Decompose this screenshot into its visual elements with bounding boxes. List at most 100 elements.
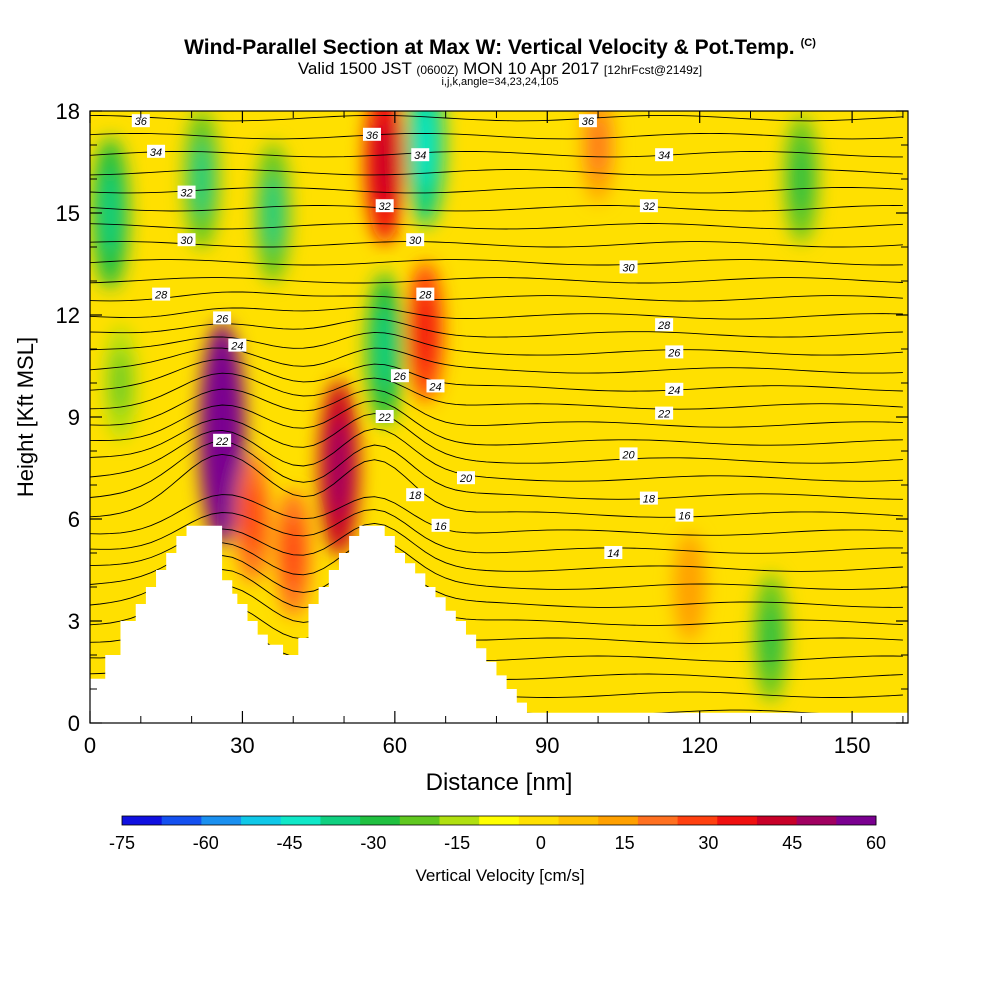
colorbar-swatch [518,816,560,825]
contour-label: 32 [375,199,394,213]
y-axis-label: Height [Kft MSL] [13,337,38,497]
contour-label-text: 16 [434,521,447,533]
colorbar-swatch [677,816,718,825]
contour-label-box [147,144,166,158]
contour-label-box [411,148,430,162]
contour-label-text: 30 [180,235,193,247]
x-axis-label: Distance [nm] [426,769,573,796]
contour-label: 34 [147,144,166,159]
contour-label-box [655,406,674,420]
colorbar-tick-label: -30 [360,833,386,853]
contour-label: 32 [639,199,658,213]
contour-label-box [665,382,684,396]
colorbar-swatch [161,816,202,825]
velocity-core [112,351,129,415]
theta-contour-line [90,372,903,410]
contour-label-box [619,447,638,461]
contour-label-text: 32 [379,201,391,213]
contour-label-box [375,199,394,213]
contour-label-text: 28 [418,290,432,302]
contour-label: 20 [619,447,638,461]
contour-label-box [655,318,674,332]
theta-contour-line [90,306,903,320]
contour-label: 30 [177,233,196,247]
valid-date: MON 10 Apr 2017 [463,59,600,78]
contour-label: 30 [619,260,638,274]
velocity-core [589,113,607,177]
theta-contour-line [90,555,903,608]
contour-label-text: 22 [215,436,228,448]
contour-label-box [177,185,196,199]
chart-subtitle: Valid 1500 JST (0600Z) MON 10 Apr 2017 [… [0,59,1000,79]
contour-label: 18 [406,488,425,502]
contour-label-box [228,338,247,352]
chart-title-text: Wind-Parallel Section at Max W: Vertical… [184,36,795,59]
contour-label-box [431,518,450,532]
colorbar-tick-label: -15 [444,833,470,853]
colorbar-tick-label: -60 [193,833,219,853]
theta-contour-line [90,241,903,248]
velocity-core [416,293,435,371]
y-tick-label: 9 [68,405,80,430]
theta-contour-line [90,291,903,302]
contour-label: 14 [604,546,623,560]
velocity-field [91,111,819,702]
contour-label-box [675,508,694,522]
colorbar-tick-label: 45 [782,833,802,853]
contour-label-box [131,114,150,128]
contour-label-text: 26 [215,313,229,325]
contour-label-text: 34 [150,147,162,159]
theta-contour-line [90,205,903,212]
contour-label-text: 32 [643,201,655,213]
theta-contour-line [90,331,903,356]
colorbar-swatch [598,816,639,825]
contour-label-box [213,311,232,325]
contour-label-text: 24 [230,341,243,353]
contour-label-text: 24 [667,385,680,397]
theta-contour-line [90,277,903,284]
colorbar-swatch [637,816,679,825]
contour-label-text: 28 [154,290,168,302]
contour-label: 24 [665,382,684,397]
contour-label-text: 36 [366,130,379,142]
contour-label-text: 20 [459,473,473,485]
valid-utc: (0600Z) [416,63,459,77]
contour-label: 36 [362,127,381,142]
contour-label-text: 30 [622,262,635,274]
colorbar-swatch [756,816,798,825]
colorbar-swatch [836,816,877,825]
contour-label: 24 [228,338,247,353]
theta-contour-line [90,347,903,374]
contour-label: 30 [406,233,425,247]
colorbar-label: Vertical Velocity [cm/s] [415,866,584,885]
colorbar-swatch [558,816,599,825]
y-tick-label: 18 [56,99,80,124]
colorbar-swatch [717,816,758,825]
colorbar-swatch [796,816,837,825]
contour-label-text: 34 [414,150,426,162]
theta-contour-line [90,413,903,464]
colorbar-tick-label: 60 [866,833,886,853]
y-tick-label: 3 [68,609,80,634]
contour-label-text: 14 [607,548,619,560]
contour-label-box [456,471,475,485]
contour-label-box [655,148,674,162]
contour-label: 16 [675,508,694,523]
velocity-core [264,174,282,252]
contour-label-text: 26 [393,371,407,383]
contour-label: 28 [416,287,435,302]
colorbar-frame [121,815,877,826]
contour-label-text: 36 [582,116,595,128]
contour-label-box [639,199,658,213]
contour-label-text: 26 [667,347,681,359]
forecast-info: [12hrFcst@2149z] [603,63,703,77]
theta-contour-line [90,169,903,176]
theta-contour-line [90,539,903,590]
velocity-core [681,557,698,617]
x-tick-label: 30 [230,733,254,758]
x-tick-label: 90 [535,733,559,758]
contour-label: 26 [213,311,232,325]
y-tick-label: 6 [68,507,80,532]
contour-label: 22 [213,433,232,448]
colorbar-tick-label: 0 [536,833,546,853]
